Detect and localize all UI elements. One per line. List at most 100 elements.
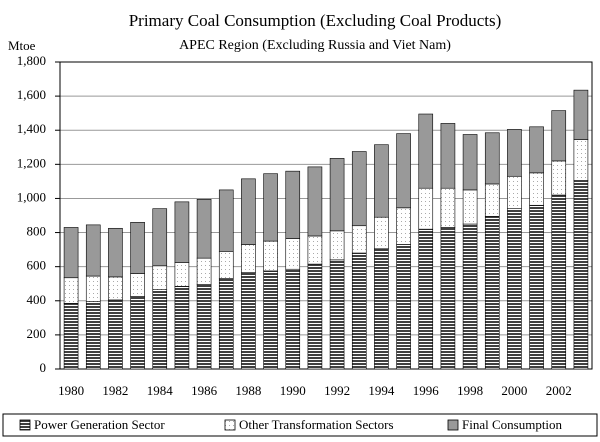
x-tick-label: 1980 bbox=[58, 383, 84, 398]
plot-border bbox=[59, 61, 593, 370]
y-tick-label: 1,000 bbox=[17, 189, 46, 204]
bar-segment bbox=[396, 133, 411, 209]
x-tick-label: 1996 bbox=[413, 383, 440, 398]
bar-segment bbox=[440, 123, 456, 189]
bar-segment bbox=[351, 151, 367, 227]
x-tick-label: 1984 bbox=[147, 383, 174, 398]
bar-segment bbox=[418, 187, 434, 230]
bar-segment bbox=[351, 225, 367, 254]
bar-segment bbox=[418, 228, 434, 370]
bar-segment bbox=[329, 230, 345, 261]
bar-segment bbox=[462, 134, 478, 191]
bar-segment bbox=[263, 173, 278, 242]
bar-segment bbox=[307, 235, 323, 265]
bar-segment bbox=[218, 278, 234, 370]
legend-label: Power Generation Sector bbox=[34, 417, 165, 432]
bar-segment bbox=[174, 285, 190, 370]
y-tick-label: 800 bbox=[27, 224, 47, 239]
bar-segment bbox=[551, 110, 567, 162]
y-tick-label: 1,800 bbox=[17, 53, 46, 68]
x-tick-label: 1994 bbox=[368, 383, 395, 398]
bar-segment bbox=[152, 208, 168, 267]
bar-segment bbox=[396, 244, 411, 370]
bar-segment bbox=[374, 248, 389, 370]
bar-segment bbox=[130, 222, 145, 274]
bar-segment bbox=[130, 296, 145, 370]
bar-segment bbox=[196, 198, 212, 259]
chart-subtitle: APEC Region (Excluding Russia and Viet N… bbox=[179, 38, 451, 53]
bar-segment bbox=[551, 160, 567, 196]
bar-segment bbox=[263, 240, 278, 272]
x-tick-label: 1986 bbox=[191, 383, 218, 398]
bar-segment bbox=[63, 227, 79, 279]
legend-swatch bbox=[224, 419, 236, 431]
bar-segment bbox=[285, 170, 301, 239]
bar-segment bbox=[462, 189, 478, 225]
bar-segment bbox=[285, 238, 301, 270]
bar-segment bbox=[196, 257, 212, 285]
bar-segment bbox=[329, 259, 345, 370]
bar-segment bbox=[307, 263, 323, 370]
bar-segment bbox=[396, 207, 411, 245]
bar-segment bbox=[174, 201, 190, 263]
y-tick-label: 1,200 bbox=[17, 155, 46, 170]
y-tick-label: 600 bbox=[27, 258, 47, 273]
bar-segment bbox=[241, 178, 256, 245]
bar-segment bbox=[329, 158, 345, 232]
y-tick-label: 1,400 bbox=[17, 121, 46, 136]
bar-segment bbox=[63, 303, 79, 370]
bar-segment bbox=[218, 251, 234, 279]
legend-swatch bbox=[19, 419, 31, 431]
bar-segment bbox=[307, 166, 323, 237]
bar-segment bbox=[85, 301, 101, 370]
bar-segment bbox=[529, 204, 544, 370]
bar-segment bbox=[573, 180, 589, 370]
bar-segment bbox=[351, 252, 367, 370]
bar-segment bbox=[573, 139, 589, 181]
bar-segment bbox=[440, 187, 456, 228]
bar-segment bbox=[374, 216, 389, 250]
bar-segment bbox=[241, 244, 256, 273]
bar-segment bbox=[507, 175, 522, 209]
bar-segment bbox=[263, 270, 278, 370]
y-tick-label: 0 bbox=[40, 360, 47, 375]
bar-segment bbox=[174, 262, 190, 287]
bar-segment bbox=[551, 194, 567, 370]
y-tick-label: 200 bbox=[27, 326, 47, 341]
bar-segment bbox=[152, 289, 168, 370]
chart-title: Primary Coal Consumption (Excluding Coal… bbox=[129, 11, 502, 30]
bar-segment bbox=[374, 144, 389, 218]
legend-label: Other Transformation Sectors bbox=[239, 417, 394, 432]
bar-segment bbox=[63, 277, 79, 304]
bar-segment bbox=[108, 276, 123, 301]
y-axis-label: Mtoe bbox=[8, 38, 36, 53]
bar-segment bbox=[152, 265, 168, 290]
x-tick-label: 2000 bbox=[501, 383, 527, 398]
bar-segment bbox=[484, 183, 500, 217]
x-tick-label: 1982 bbox=[102, 383, 128, 398]
bar-segment bbox=[529, 172, 544, 206]
x-tick-label: 2002 bbox=[546, 383, 572, 398]
y-tick-label: 1,600 bbox=[17, 87, 46, 102]
bar-segment bbox=[108, 227, 123, 278]
bar-segment bbox=[108, 299, 123, 370]
y-tick-label: 400 bbox=[27, 292, 47, 307]
bar-segment bbox=[507, 208, 522, 370]
bar-segment bbox=[462, 223, 478, 370]
bar-segment bbox=[418, 113, 434, 189]
x-tick-label: 1988 bbox=[235, 383, 261, 398]
bar-segment bbox=[85, 224, 101, 277]
bar-segment bbox=[218, 189, 234, 252]
legend-swatch bbox=[447, 419, 459, 431]
bar-segment bbox=[507, 129, 522, 177]
x-tick-label: 1990 bbox=[280, 383, 306, 398]
bar-segment bbox=[85, 275, 101, 302]
bar-segment bbox=[440, 227, 456, 370]
bar-segment bbox=[285, 268, 301, 370]
bar-segment bbox=[196, 284, 212, 370]
bar-segment bbox=[130, 273, 145, 297]
x-tick-label: 1992 bbox=[324, 383, 350, 398]
x-tick-label: 1998 bbox=[457, 383, 483, 398]
